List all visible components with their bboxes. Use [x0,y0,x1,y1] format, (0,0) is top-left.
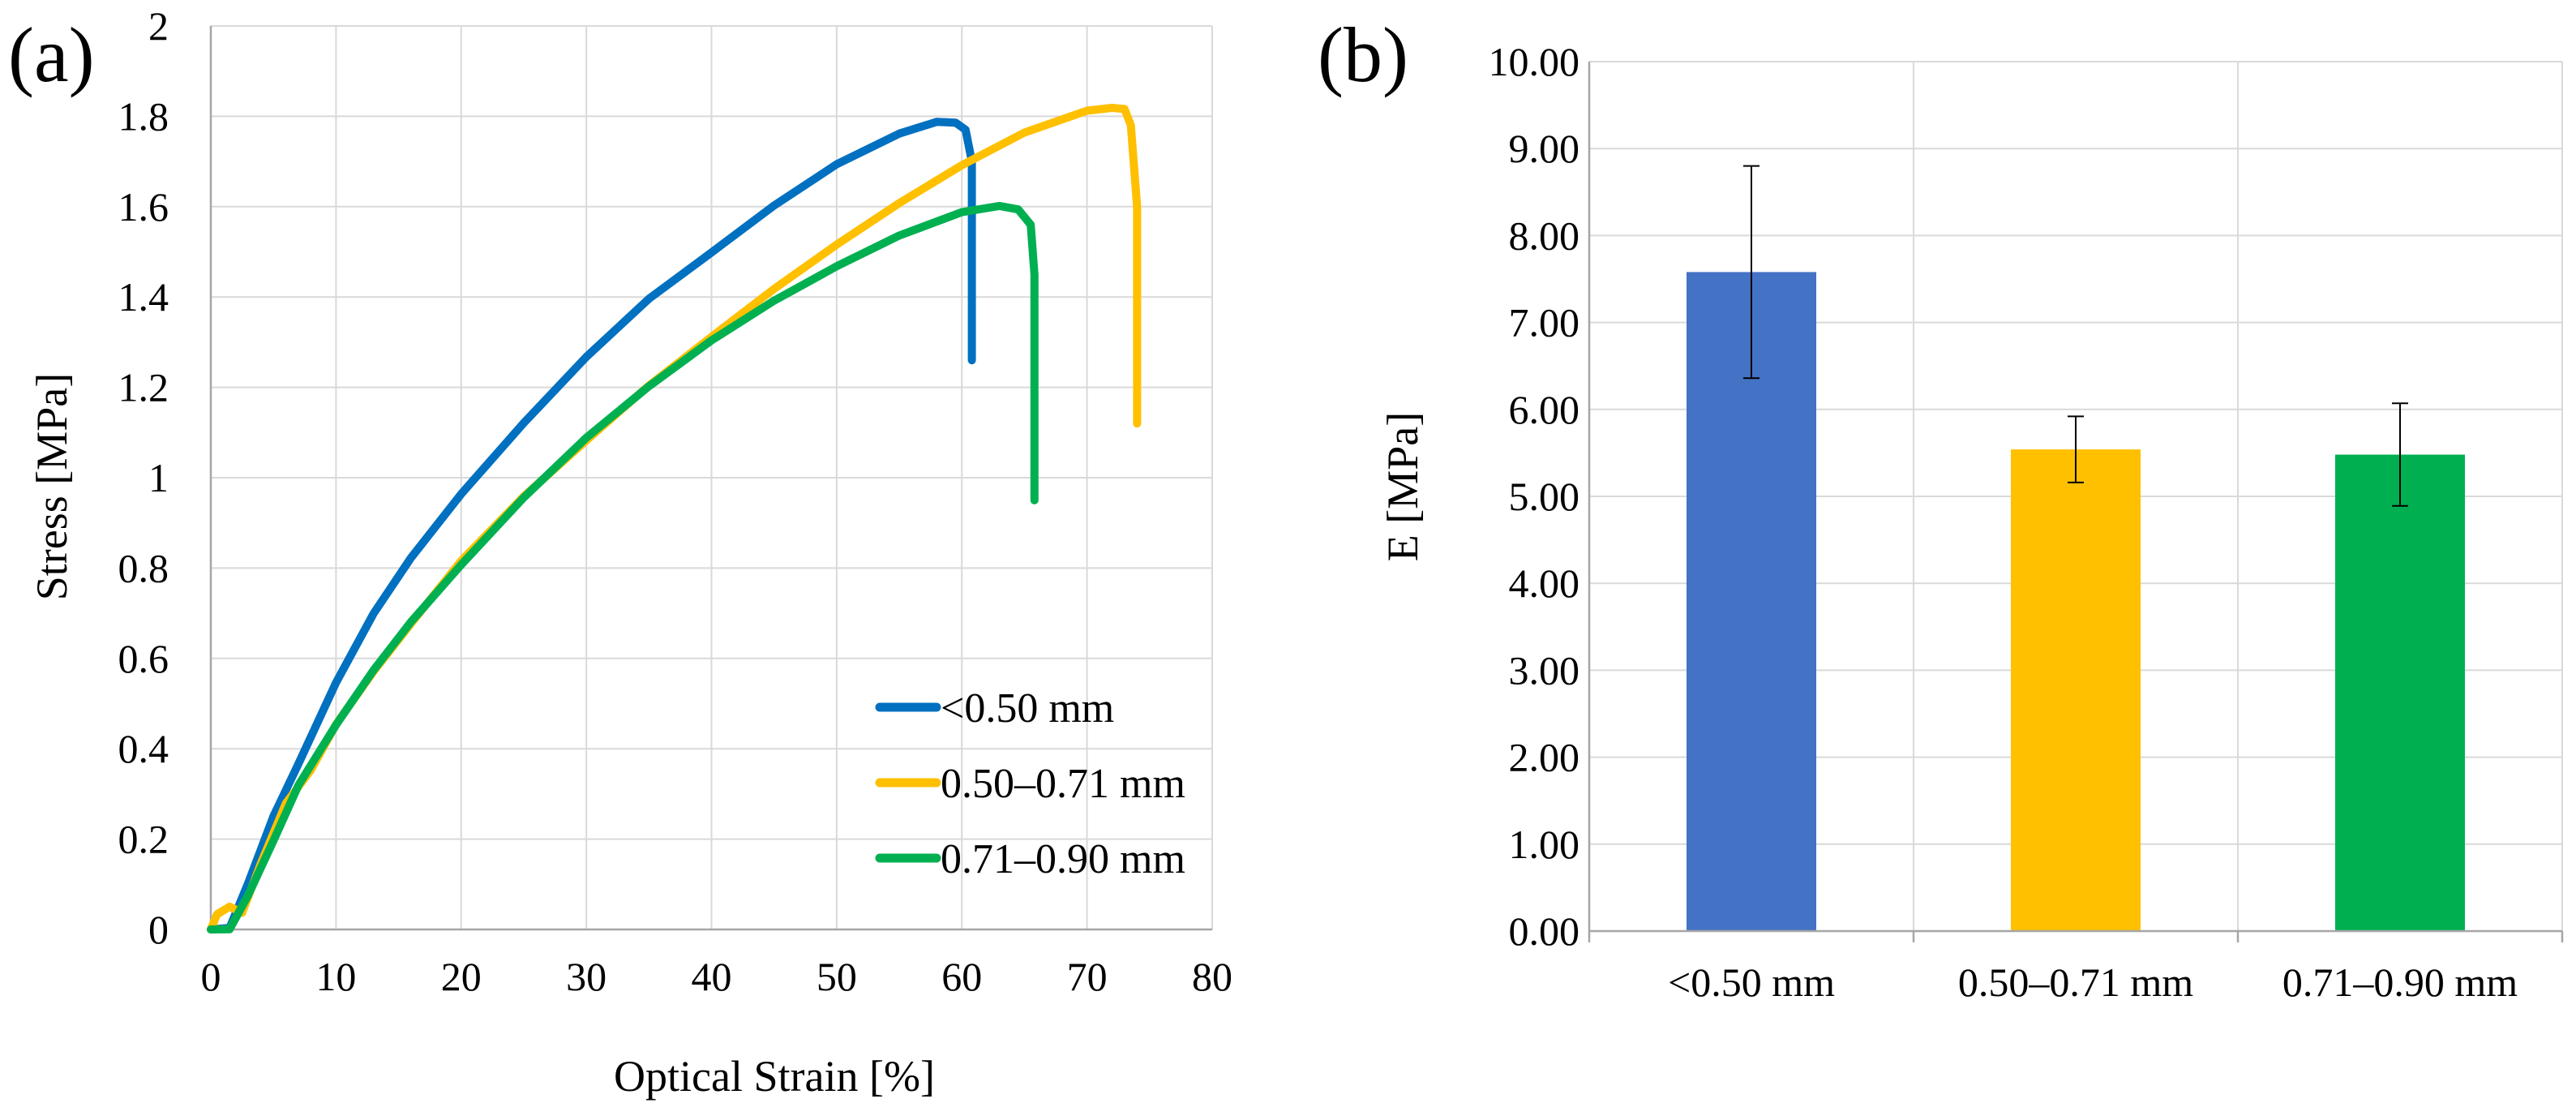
chart-a-x-tick-label: 10 [315,954,356,999]
chart-a-gridlines [210,25,1213,930]
category-label: <0.50 mm [1668,959,1835,1005]
chart-a-legend: <0.50 mm 0.50–0.71 mm 0.71–0.90 mm [875,685,1185,882]
chart-a-y-tick-label: 0.2 [118,817,169,862]
chart-a-x-tick-label: 40 [692,954,732,999]
bar-1 [1687,272,1816,931]
chart-b-y-tick-label: 6.00 [1509,387,1580,432]
chart-b-y-tick-label: 9.00 [1509,126,1580,171]
category-label: 0.50–0.71 mm [1958,959,2193,1005]
chart-b-bars [1687,272,2465,931]
chart-a-y-tick-label: 0.4 [118,726,169,771]
chart-a-x-axis-title: Optical Strain [%] [614,1052,935,1101]
chart-a-x-tick-labels: 0 10 20 30 40 50 60 70 80 [201,954,1233,999]
chart-b-y-axis-title: E [MPa] [1378,412,1427,561]
bar-2 [2011,449,2141,931]
chart-b-y-tick-label: 5.00 [1509,474,1580,519]
chart-a-y-tick-label: 2 [148,3,169,49]
chart-a-y-tick-label: 1.6 [118,184,169,230]
chart-a-y-tick-label: 0.8 [118,545,169,590]
chart-b-y-tick-label: 10.00 [1489,39,1580,84]
chart-b-y-tick-label: 2.00 [1509,735,1580,780]
chart-a-x-tick-label: 20 [441,954,482,999]
chart-b-y-tick-label: 8.00 [1509,212,1580,258]
chart-a-x-tick-label: 70 [1067,954,1108,999]
chart-b-y-tick-label: 7.00 [1509,300,1580,346]
chart-b-axes [1588,62,2564,942]
panel-a-label: (a) [8,11,95,98]
chart-b-y-tick-label: 0.00 [1509,908,1580,954]
chart-b-y-tick-label: 1.00 [1509,822,1580,867]
legend-label: 0.50–0.71 mm [941,761,1185,807]
chart-a-y-axis-title: Stress [MPa] [28,373,76,601]
chart-a-x-tick-label: 50 [817,954,857,999]
chart-a-x-tick-label: 80 [1192,954,1232,999]
legend-label: 0.71–0.90 mm [941,836,1185,882]
chart-a-axes [209,26,1212,931]
chart-b-y-tick-label: 4.00 [1509,560,1580,606]
chart-b-category-labels: <0.50 mm 0.50–0.71 mm 0.71–0.90 mm [1668,959,2518,1005]
stress-strain-chart: (a) 0 0.2 0.4 0.6 0.8 1 1.2 1.4 1.6 1.8 2 0 10 20 30 4… [8,3,1232,1101]
chart-a-x-tick-label: 30 [566,954,606,999]
chart-a-y-tick-label: 1.8 [118,93,169,139]
modulus-bar-chart: (b) 0.00 1.00 2.00 3.00 4.00 5.00 6.00 7.00 8.00… [1318,11,2564,1005]
chart-a-y-tick-label: 1.4 [118,274,169,320]
chart-b-y-tick-labels: 0.00 1.00 2.00 3.00 4.00 5.00 6.00 7.00 8.00 9.00… [1489,39,1580,954]
series-line-1 [207,118,976,934]
bar-3 [2335,454,2465,931]
category-label: 0.71–0.90 mm [2282,959,2518,1005]
chart-a-y-tick-label: 1.2 [118,365,169,410]
chart-a-y-tick-label: 0 [148,907,169,952]
chart-a-y-tick-label: 0.6 [118,636,169,681]
chart-a-series [207,104,1142,934]
chart-a-y-tick-label: 1 [148,455,169,500]
chart-a-y-tick-labels: 0 0.2 0.4 0.6 0.8 1 1.2 1.4 1.6 1.8 2 [118,3,169,952]
chart-b-error-bars [1743,165,2408,507]
legend-label: <0.50 mm [941,685,1114,732]
chart-a-x-tick-label: 60 [941,954,982,999]
chart-a-x-tick-label: 0 [201,954,221,999]
chart-b-y-tick-label: 3.00 [1509,647,1580,693]
panel-b-label: (b) [1318,11,1408,98]
series-line-3 [207,201,1039,934]
